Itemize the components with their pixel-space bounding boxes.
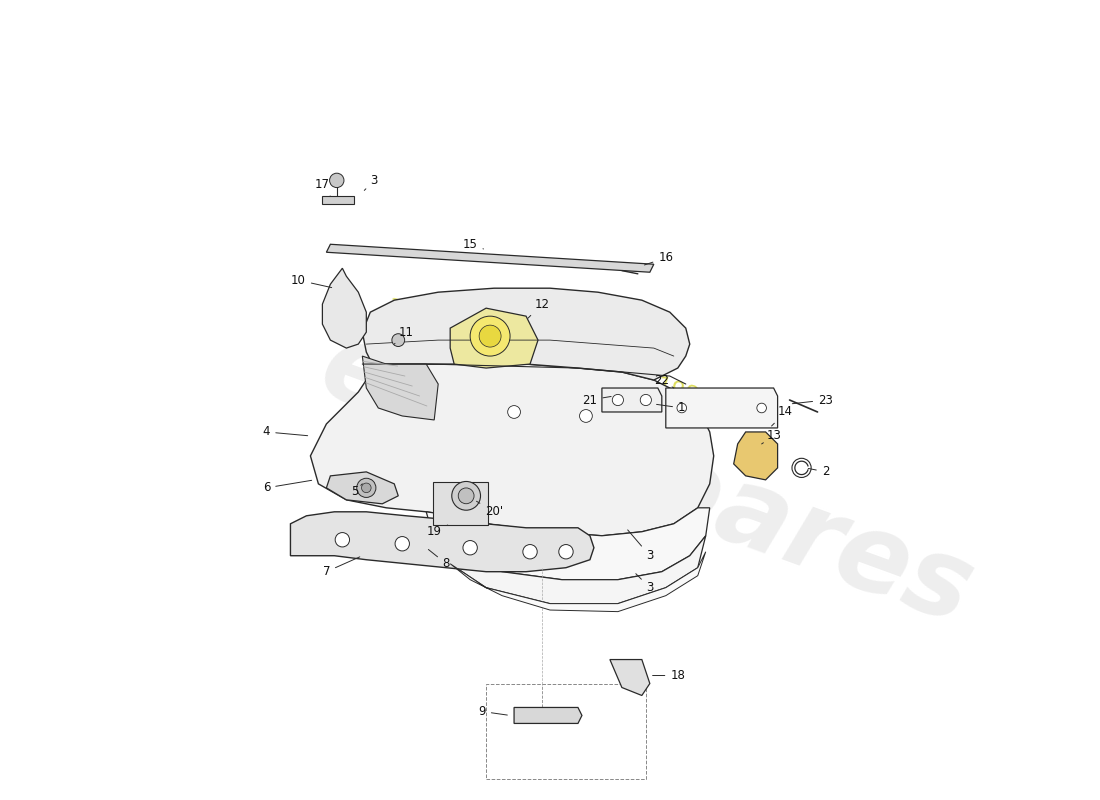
Text: 17: 17 — [315, 178, 330, 196]
Text: 15: 15 — [463, 238, 484, 250]
Bar — [486, 683, 646, 779]
Text: 3: 3 — [364, 174, 378, 190]
Polygon shape — [290, 512, 594, 572]
Polygon shape — [450, 308, 538, 368]
Polygon shape — [426, 508, 710, 580]
Polygon shape — [734, 432, 778, 480]
Circle shape — [508, 406, 520, 418]
Circle shape — [392, 334, 405, 346]
Polygon shape — [450, 552, 706, 612]
Polygon shape — [322, 196, 354, 204]
Text: 7: 7 — [322, 557, 360, 578]
Circle shape — [463, 541, 477, 555]
Text: 8: 8 — [428, 550, 450, 570]
Circle shape — [362, 483, 371, 493]
Circle shape — [580, 410, 592, 422]
Text: 14: 14 — [771, 406, 793, 426]
Circle shape — [522, 545, 537, 559]
Text: 1: 1 — [657, 402, 685, 414]
Circle shape — [459, 488, 474, 504]
Polygon shape — [609, 659, 650, 695]
Polygon shape — [310, 364, 714, 536]
FancyBboxPatch shape — [432, 482, 487, 526]
Polygon shape — [327, 472, 398, 504]
Polygon shape — [514, 707, 582, 723]
Polygon shape — [322, 268, 366, 348]
Text: 19: 19 — [427, 525, 448, 538]
Text: 5: 5 — [351, 484, 362, 498]
Polygon shape — [666, 388, 778, 428]
Circle shape — [559, 545, 573, 559]
Text: 9: 9 — [478, 705, 507, 718]
Circle shape — [640, 394, 651, 406]
Text: 6: 6 — [263, 480, 311, 494]
Text: 10: 10 — [292, 274, 332, 287]
Polygon shape — [362, 288, 690, 380]
Circle shape — [395, 537, 409, 551]
Circle shape — [470, 316, 510, 356]
Text: 4: 4 — [263, 426, 308, 438]
Circle shape — [336, 533, 350, 547]
Text: 23: 23 — [792, 394, 833, 406]
Circle shape — [792, 458, 811, 478]
Text: a passion for parts since 1985: a passion for parts since 1985 — [386, 294, 714, 411]
Circle shape — [480, 325, 502, 347]
Text: 16: 16 — [645, 251, 673, 265]
Circle shape — [613, 394, 624, 406]
Polygon shape — [362, 356, 438, 420]
Text: 3: 3 — [636, 574, 653, 594]
Polygon shape — [602, 388, 662, 412]
Circle shape — [356, 478, 376, 498]
Text: 2: 2 — [808, 466, 829, 478]
Text: 11: 11 — [394, 326, 414, 344]
Text: 20': 20' — [476, 502, 503, 518]
Polygon shape — [434, 536, 706, 604]
Text: 12: 12 — [528, 298, 550, 318]
Text: 3: 3 — [628, 530, 653, 562]
Text: 22: 22 — [654, 374, 674, 388]
Polygon shape — [327, 244, 653, 272]
Text: eurospares: eurospares — [306, 313, 986, 647]
Text: 18: 18 — [652, 669, 685, 682]
Text: 21: 21 — [582, 394, 612, 406]
Circle shape — [757, 403, 767, 413]
Circle shape — [330, 173, 344, 187]
Text: 13: 13 — [761, 430, 781, 444]
Circle shape — [676, 403, 686, 413]
Circle shape — [452, 482, 481, 510]
